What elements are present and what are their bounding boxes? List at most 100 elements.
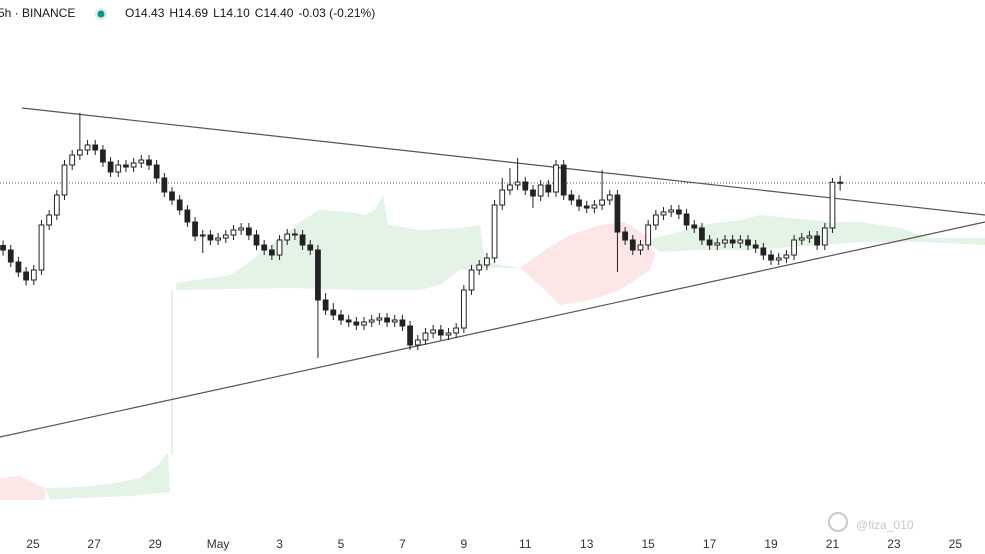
- candles: [0, 113, 985, 358]
- x-tick-label: 7: [399, 537, 406, 551]
- candle-body: [829, 181, 836, 229]
- watermark-text: @fiza_010: [856, 518, 914, 532]
- candle-body: [714, 242, 721, 246]
- x-tick-label: 25: [949, 537, 963, 551]
- candle-body: [30, 269, 37, 281]
- candle-body: [460, 289, 467, 329]
- candle-body: [53, 194, 60, 216]
- candle-body: [399, 319, 406, 327]
- x-tick-label: 27: [87, 537, 101, 551]
- candle-body: [215, 237, 221, 241]
- candle-body: [245, 227, 252, 236]
- candle-body: [46, 214, 53, 226]
- candle-body: [484, 257, 490, 266]
- candle-body: [706, 239, 713, 246]
- candle-body: [568, 194, 575, 201]
- candle-body: [153, 164, 160, 179]
- watermark: @fiza_010: [828, 512, 914, 532]
- candle-body: [591, 204, 598, 209]
- candle-body: [637, 244, 644, 251]
- candle-body: [545, 184, 552, 193]
- candle-body: [238, 227, 245, 231]
- candle-body: [307, 244, 314, 251]
- cloud-green: [176, 195, 520, 290]
- candle-body: [69, 154, 76, 166]
- status-dot: [97, 10, 105, 18]
- x-tick-label: 5: [338, 537, 345, 551]
- candle-body: [806, 235, 813, 239]
- x-tick-label: 21: [826, 537, 840, 551]
- candle-body: [629, 239, 636, 251]
- candle-body: [115, 164, 122, 173]
- candle-body: [61, 164, 68, 196]
- candle-body: [798, 237, 805, 241]
- candle-body: [176, 199, 183, 211]
- candle-body: [499, 189, 506, 206]
- candle-body: [729, 239, 736, 244]
- ohlc-value: H14.69: [169, 6, 208, 20]
- candle-body: [123, 164, 129, 168]
- candle-body: [338, 314, 344, 321]
- ohlc-value: -0.03 (-0.21%): [298, 6, 375, 20]
- x-tick-label: 29: [148, 537, 162, 551]
- candle-body: [368, 319, 375, 323]
- candle-body: [522, 181, 529, 191]
- candle-body: [222, 234, 229, 239]
- candle-body: [652, 214, 659, 226]
- candle-body: [783, 254, 790, 259]
- candle-body: [530, 189, 536, 197]
- candle-body: [507, 184, 513, 191]
- candle-body: [699, 227, 705, 241]
- candle-body: [837, 181, 844, 184]
- candle-body: [38, 224, 45, 271]
- x-tick-label: 13: [580, 537, 594, 551]
- candle-body: [514, 181, 521, 186]
- candle-body: [76, 149, 83, 156]
- candle-body: [23, 271, 29, 281]
- candle-body: [345, 319, 352, 323]
- candle-body: [84, 144, 91, 151]
- candle-body: [422, 332, 429, 341]
- candle-body: [668, 209, 675, 213]
- candle-body: [0, 245, 6, 251]
- x-tick-label: 17: [703, 537, 717, 551]
- x-tick-label: 11: [519, 537, 532, 551]
- candle-body: [207, 234, 214, 241]
- x-axis: 25 27 29 May 3 5 7 9 11 13 15 17 19 21 23 25: [26, 537, 962, 551]
- candle-body: [199, 234, 206, 237]
- candle-body: [384, 317, 390, 323]
- candle-body: [576, 199, 582, 207]
- candle-body: [745, 239, 751, 246]
- candle-body: [276, 239, 283, 256]
- candle-body: [391, 319, 398, 323]
- x-tick-label: 3: [276, 537, 283, 551]
- candle-body: [230, 229, 237, 236]
- candle-body: [361, 321, 367, 326]
- candle-body: [322, 299, 329, 311]
- trendline: [0, 221, 985, 438]
- candle-body: [491, 204, 498, 259]
- candle-body: [476, 264, 483, 271]
- candle-body: [537, 184, 544, 197]
- header: 5h · BINANCE O14.43 H14.69 L14.10 C14.40 -0.…: [0, 6, 375, 20]
- candle-body: [268, 249, 275, 256]
- candle-body: [15, 261, 22, 273]
- candle-body: [192, 221, 198, 237]
- candle-body: [606, 194, 613, 201]
- candle-body: [691, 224, 698, 229]
- candle-body: [553, 164, 559, 193]
- watermark-icon: [828, 512, 848, 532]
- candle-body: [353, 321, 360, 326]
- candle-body: [791, 239, 797, 256]
- candle-body: [760, 247, 767, 256]
- x-tick-label: May: [207, 537, 230, 551]
- candle-body: [560, 164, 567, 196]
- candle-body: [453, 327, 460, 334]
- x-tick-label: 9: [461, 537, 468, 551]
- candle-body: [676, 209, 682, 215]
- candle-body: [107, 161, 114, 173]
- cloud-red: [0, 476, 45, 500]
- candle-body: [768, 254, 774, 261]
- candle-body: [161, 177, 168, 193]
